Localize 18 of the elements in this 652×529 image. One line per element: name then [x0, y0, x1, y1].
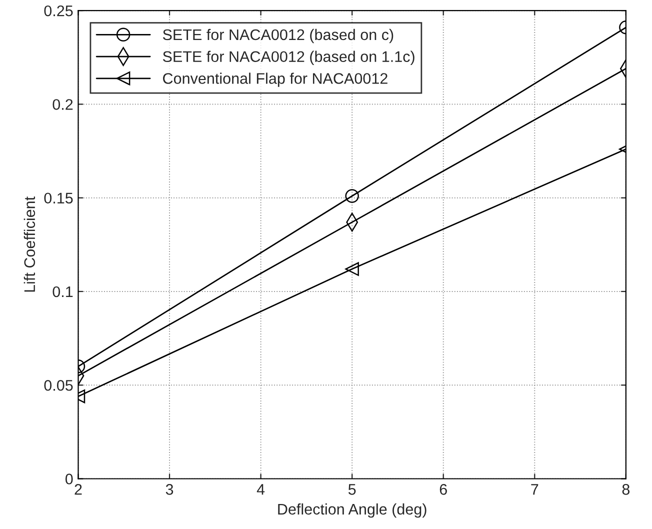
y-tick-label: 0.2: [52, 99, 73, 110]
legend-label: Conventional Flap for NACA0012: [163, 72, 388, 87]
x-tick-label: 4: [256, 484, 265, 495]
y-tick-label: 0.25: [44, 5, 73, 16]
y-tick-label: 0.1: [52, 286, 73, 298]
y-axis-title: Lift Coefficient: [24, 196, 36, 292]
x-tick-label: 6: [440, 484, 447, 495]
legend-label: SETE for NACA0012 (based on 1.1c): [162, 50, 414, 66]
y-tick-label: 0.05: [44, 380, 73, 391]
x-tick-label: 2: [74, 484, 82, 495]
x-tick-label: 3: [166, 484, 174, 495]
x-axis-title: Deflection Angle (deg): [278, 503, 426, 518]
x-tick-label: 7: [531, 484, 538, 495]
legend-label: SETE for NACA0012 (based on c): [162, 28, 394, 44]
x-tick-label: 5: [348, 484, 356, 495]
x-tick-label: 8: [622, 484, 630, 495]
y-tick-label: 0.15: [44, 192, 73, 204]
y-tick-label: 0: [65, 474, 73, 484]
